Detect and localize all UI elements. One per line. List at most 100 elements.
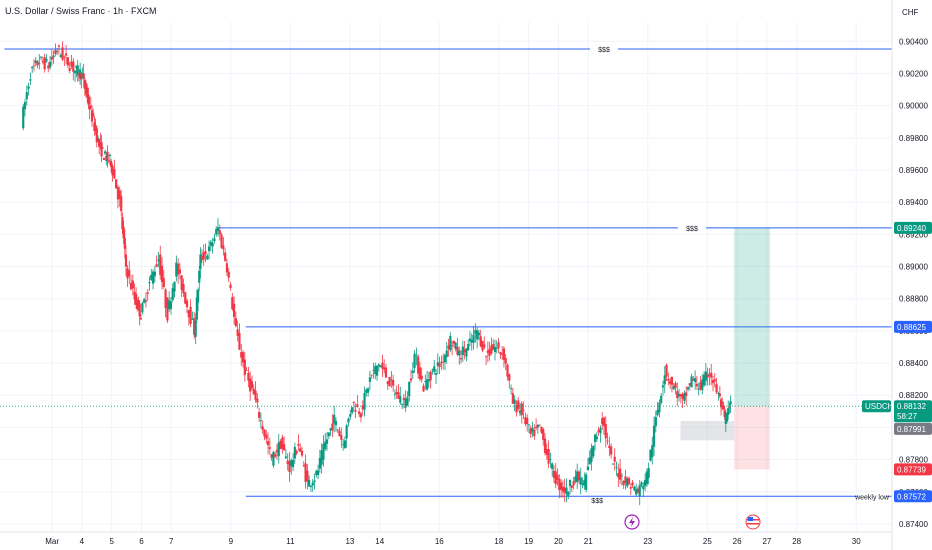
level-label-bg [590, 45, 618, 54]
candle-body [390, 379, 393, 381]
candle-body [400, 403, 404, 405]
candle-body [47, 65, 50, 69]
candle-body [122, 227, 125, 238]
candle-body [240, 352, 243, 358]
y-tick-label: 0.88400 [899, 359, 928, 368]
x-tick-label: 13 [345, 537, 354, 546]
candle-body [343, 440, 346, 449]
candle-body [96, 138, 100, 141]
stop-zone [734, 406, 770, 470]
candle-body [526, 417, 529, 424]
candle-body [721, 402, 724, 405]
candle-body [115, 179, 118, 189]
candle-body [601, 418, 604, 425]
candle-body [725, 413, 729, 422]
candle-body [513, 399, 516, 405]
candle-body [123, 237, 126, 249]
candle-body [590, 448, 593, 462]
y-tick-label: 0.89600 [899, 166, 928, 175]
candle-body [495, 347, 498, 349]
candle-body [104, 151, 107, 154]
candle-body [143, 299, 146, 303]
lightning-icon [624, 514, 640, 530]
candle-body [511, 393, 514, 404]
candle-body [602, 417, 606, 427]
y-tick-label: 0.89000 [899, 263, 928, 272]
countdown-badge: 58:27 [897, 412, 918, 421]
candle-body [224, 252, 227, 261]
candle-body [185, 300, 189, 308]
candle-body [486, 350, 489, 353]
candle-body [225, 263, 229, 273]
candle-body [504, 358, 507, 364]
price-badge-bg [894, 320, 932, 333]
candle-body [129, 283, 133, 290]
candle-body [420, 375, 423, 380]
y-tick-label: 0.88800 [899, 295, 928, 304]
candle-body [635, 489, 638, 495]
candle-body [697, 389, 700, 390]
candle-body [88, 106, 91, 110]
candle-body [331, 423, 334, 431]
candle-body [252, 388, 255, 395]
candle-body [647, 468, 650, 478]
candle-body [370, 374, 373, 376]
y-tick-label: 0.89400 [899, 198, 928, 207]
candle-body [229, 284, 232, 288]
candle-body [290, 459, 293, 467]
candle-body [717, 393, 720, 394]
candle-body [22, 106, 25, 129]
candle-body [484, 355, 488, 357]
candle-body [327, 432, 330, 437]
candle-body [651, 445, 654, 458]
candle-body [236, 329, 239, 336]
candle-body [440, 361, 443, 363]
candle-body [98, 138, 101, 147]
candle-body [565, 487, 568, 494]
candle-body [654, 417, 657, 427]
candle-body [719, 399, 723, 408]
candle-body [150, 274, 153, 281]
candle-body [672, 385, 675, 390]
candle-body [461, 346, 464, 356]
candle-body [397, 392, 400, 399]
candle-body [50, 56, 53, 60]
symbol-badge: USDCHF [865, 402, 898, 411]
candle-body [84, 83, 88, 95]
candle-body [529, 428, 532, 435]
candle-body [631, 482, 634, 486]
candle-body [65, 53, 68, 56]
candle-body [72, 61, 75, 72]
candle-body [368, 377, 372, 382]
x-tick-label: 4 [80, 537, 85, 546]
candle-body [404, 398, 407, 408]
candle-body [701, 379, 704, 391]
candle-body [227, 271, 230, 278]
candle-body [216, 227, 220, 231]
candle-body [597, 430, 600, 432]
candle-body [182, 283, 185, 294]
candle-body [106, 151, 109, 161]
candle-body [606, 440, 609, 442]
candle-body [189, 306, 192, 324]
price-badge-bg [894, 221, 932, 234]
candle-body [354, 410, 357, 412]
candle-body [215, 228, 218, 235]
candle-body [336, 429, 339, 431]
candle-body [359, 413, 363, 418]
candle-body [151, 271, 155, 284]
candle-body [324, 441, 327, 450]
x-tick-label: 6 [139, 537, 144, 546]
candle-body [615, 467, 618, 469]
candle-body [436, 362, 439, 366]
candle-body [445, 350, 448, 358]
candle-body [379, 365, 382, 368]
order-block-zone [680, 420, 735, 441]
candle-body [409, 378, 413, 381]
candle-body [406, 397, 409, 406]
candle-body [593, 434, 597, 442]
candle-body [497, 342, 500, 349]
candle-body [268, 447, 271, 449]
candle-body [222, 245, 225, 250]
